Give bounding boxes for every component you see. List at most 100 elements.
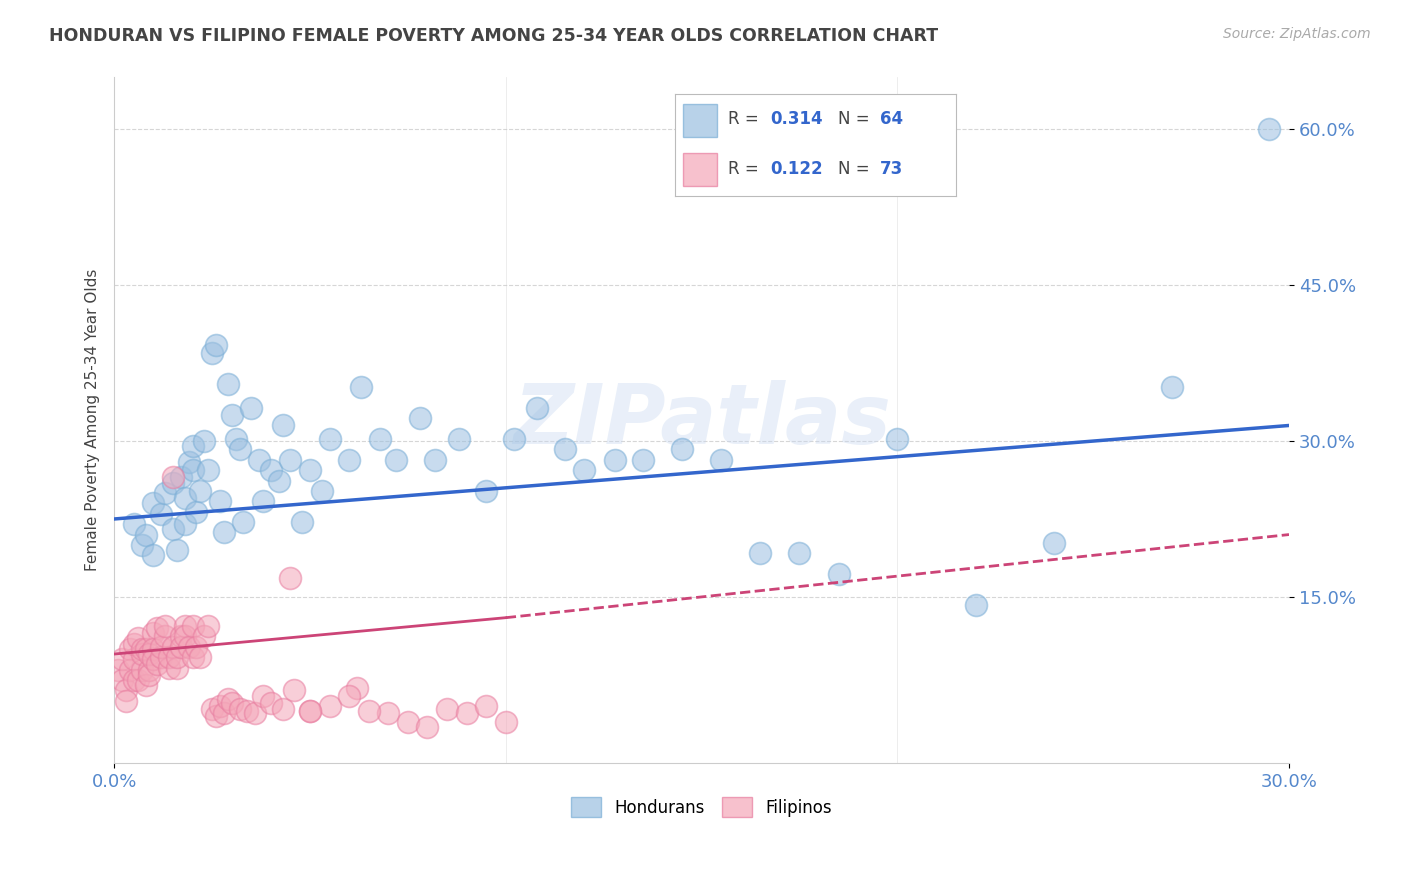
Point <box>142 549 165 563</box>
Point <box>1258 122 1281 136</box>
Point <box>965 598 987 612</box>
Point <box>150 640 173 654</box>
Point <box>346 681 368 696</box>
Point <box>157 650 180 665</box>
Point <box>350 380 373 394</box>
Point <box>118 663 141 677</box>
Point <box>280 452 302 467</box>
Point <box>212 706 235 721</box>
Point <box>298 463 321 477</box>
Point <box>221 408 243 422</box>
Legend: Hondurans, Filipinos: Hondurans, Filipinos <box>565 791 838 823</box>
Point <box>150 507 173 521</box>
Point <box>173 491 195 506</box>
Point <box>212 525 235 540</box>
Point <box>1043 536 1066 550</box>
Point <box>260 463 283 477</box>
Point <box>456 706 478 721</box>
Point <box>193 629 215 643</box>
Point <box>177 455 200 469</box>
Point <box>217 376 239 391</box>
Point <box>115 683 138 698</box>
Point <box>260 696 283 710</box>
Point <box>181 463 204 477</box>
Point <box>240 401 263 415</box>
Point <box>311 483 333 498</box>
Point <box>789 546 811 560</box>
Point <box>337 689 360 703</box>
Point <box>475 698 498 713</box>
Point <box>243 706 266 721</box>
Point <box>122 673 145 687</box>
Point <box>111 673 134 687</box>
Point <box>111 652 134 666</box>
Point <box>495 714 517 729</box>
Point <box>131 538 153 552</box>
Point <box>221 696 243 710</box>
Text: 64: 64 <box>880 111 903 128</box>
Point <box>228 702 250 716</box>
Point <box>710 452 733 467</box>
Point <box>572 463 595 477</box>
Point <box>157 660 180 674</box>
Point <box>217 691 239 706</box>
Point <box>122 652 145 666</box>
Point <box>131 647 153 661</box>
Point <box>283 683 305 698</box>
Point <box>291 515 314 529</box>
Point <box>138 647 160 661</box>
Point <box>357 704 380 718</box>
Point <box>208 494 231 508</box>
Point <box>188 650 211 665</box>
Point <box>150 650 173 665</box>
Point <box>173 517 195 532</box>
Point <box>118 641 141 656</box>
Point <box>127 673 149 687</box>
Point <box>181 439 204 453</box>
Point <box>201 702 224 716</box>
Text: R =: R = <box>728 111 765 128</box>
FancyBboxPatch shape <box>683 153 717 186</box>
Point <box>749 546 772 560</box>
Point <box>370 432 392 446</box>
Point <box>228 442 250 457</box>
Point <box>337 452 360 467</box>
Point <box>671 442 693 457</box>
Text: N =: N = <box>838 160 875 178</box>
Point <box>318 432 340 446</box>
Point <box>208 698 231 713</box>
Point <box>236 704 259 718</box>
Point <box>181 650 204 665</box>
Point <box>142 641 165 656</box>
Point <box>131 663 153 677</box>
Point <box>127 632 149 646</box>
Point <box>252 689 274 703</box>
Point <box>197 619 219 633</box>
Point <box>252 494 274 508</box>
Point <box>377 706 399 721</box>
Point <box>173 619 195 633</box>
Point <box>173 629 195 643</box>
Point <box>138 663 160 677</box>
Point <box>153 619 176 633</box>
Point <box>554 442 576 457</box>
Point <box>416 720 439 734</box>
Point <box>205 338 228 352</box>
Point <box>201 345 224 359</box>
Point <box>188 483 211 498</box>
Point <box>247 452 270 467</box>
Point <box>131 641 153 656</box>
Text: 0.314: 0.314 <box>770 111 823 128</box>
Point <box>146 621 169 635</box>
Point <box>107 663 129 677</box>
Point <box>142 626 165 640</box>
Point <box>502 432 524 446</box>
Point <box>193 434 215 448</box>
Text: ZIPatlas: ZIPatlas <box>513 380 890 461</box>
Point <box>153 629 176 643</box>
Point <box>134 641 156 656</box>
Point <box>886 432 908 446</box>
Point <box>146 657 169 672</box>
Point <box>166 650 188 665</box>
Point <box>162 475 184 490</box>
